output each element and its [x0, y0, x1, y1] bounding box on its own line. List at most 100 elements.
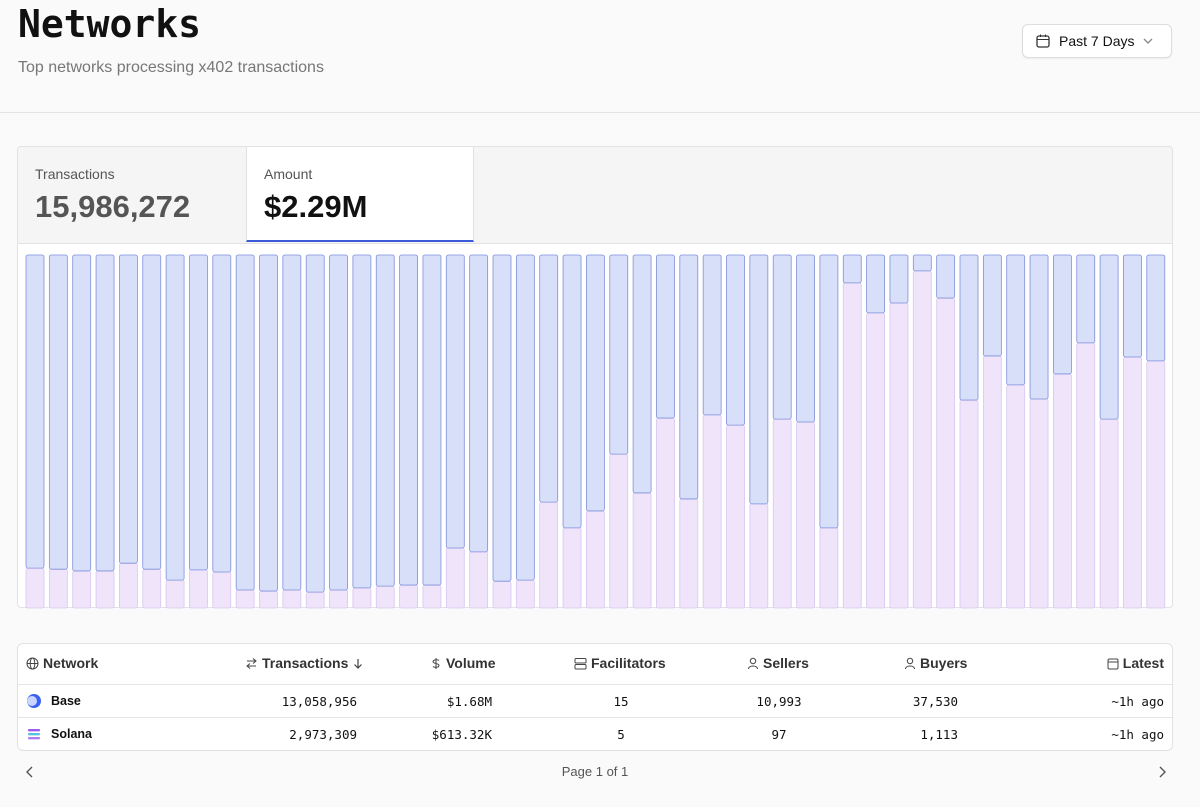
table-cell: ~1h ago	[1111, 694, 1164, 709]
bar-segment	[562, 254, 582, 529]
bar-segment	[1053, 254, 1072, 375]
bar-segment	[726, 424, 745, 609]
page-title: Networks	[18, 2, 202, 46]
bar-segment	[1146, 360, 1166, 609]
pagination: Page 1 of 1	[561, 764, 629, 779]
swap-icon	[246, 657, 257, 669]
bar-segment	[1146, 254, 1166, 362]
column-header[interactable]: Network	[26, 655, 98, 671]
bar-segment	[586, 254, 605, 512]
bar-segment	[72, 254, 92, 572]
bar-segment	[422, 254, 442, 586]
bar-segment	[656, 417, 675, 609]
tab-label: Transactions	[35, 166, 115, 182]
bar-segment	[679, 254, 699, 500]
bar-segment	[679, 498, 699, 609]
dollar-icon	[432, 657, 440, 669]
bar-segment	[959, 254, 979, 401]
tab[interactable]: Transactions 15,986,272	[18, 147, 246, 243]
header-label: Facilitators	[591, 655, 666, 671]
bar-segment	[1029, 254, 1049, 400]
bar-segment	[375, 585, 395, 609]
table-cell: 1,113	[920, 727, 958, 742]
bar-segment	[1123, 254, 1142, 358]
tab-active[interactable]: Amount $2.29M	[246, 147, 474, 242]
bar-segment	[866, 312, 885, 609]
bar-segment	[842, 282, 862, 609]
bar-segment	[702, 254, 722, 416]
next-page[interactable]	[1156, 765, 1168, 779]
bar-segment	[212, 254, 232, 573]
bar-segment	[95, 570, 115, 609]
bar-segment	[842, 254, 862, 284]
bar-segment	[305, 591, 325, 609]
bar-segment	[48, 568, 68, 609]
bar-segment	[48, 254, 68, 570]
tabs	[18, 147, 1172, 244]
bar-segment	[1076, 254, 1096, 344]
bar-segment	[539, 501, 559, 609]
column-header[interactable]: Latest	[1107, 655, 1164, 671]
bar-segment	[632, 492, 652, 609]
globe-icon	[26, 657, 39, 669]
date-range-label: Past 7 Days	[1059, 33, 1135, 49]
bar-segment	[235, 589, 255, 609]
bar-segment	[632, 254, 652, 494]
bar-segment	[609, 254, 629, 455]
user-icon	[905, 657, 915, 669]
bar-segment	[515, 579, 535, 609]
bar-segment	[889, 302, 909, 609]
bar-segment	[1006, 254, 1026, 386]
header-label: Transactions	[262, 655, 349, 671]
column-header[interactable]: Volume	[430, 655, 496, 671]
bar-segment	[399, 254, 419, 586]
table	[17, 643, 1173, 751]
bar-segment	[142, 568, 162, 609]
column-header[interactable]: Sellers	[747, 655, 809, 671]
bar-segment	[982, 355, 1002, 609]
bar-segment	[702, 414, 722, 609]
table-cell: Solana	[51, 727, 92, 741]
bar-segment	[1099, 254, 1119, 420]
bar-segment	[889, 254, 909, 304]
bar-segment	[212, 571, 232, 609]
bar-segment	[1123, 356, 1142, 609]
server-icon	[574, 657, 587, 669]
bar-segment	[1076, 342, 1096, 609]
prev-page[interactable]	[24, 765, 36, 779]
tab-value: 15,986,272	[35, 189, 191, 224]
table-cell: Base	[51, 694, 81, 708]
column-header[interactable]: Buyers	[904, 655, 967, 671]
bar-segment	[982, 254, 1002, 357]
table-cell: 5	[617, 727, 625, 742]
bar-segment	[819, 527, 839, 609]
row-divider	[18, 717, 1172, 718]
bar-segment	[235, 254, 255, 591]
bar-segment	[189, 569, 208, 609]
bar-segment	[445, 254, 465, 549]
bar-segment	[119, 254, 138, 564]
header-label: Latest	[1122, 655, 1164, 671]
bar-segment	[772, 418, 792, 609]
bar-segment	[819, 254, 839, 529]
table-cell: ~1h ago	[1111, 727, 1164, 742]
divider	[0, 112, 1200, 113]
bar-segment	[726, 254, 745, 426]
bar-segment	[399, 584, 419, 609]
bar-segment	[539, 254, 559, 503]
bar-segment	[609, 453, 629, 609]
date-range-button[interactable]: Past 7 Days	[1022, 24, 1172, 58]
bar-segment	[749, 503, 769, 609]
bar-segment	[796, 254, 815, 423]
row-divider	[18, 684, 1172, 685]
bar-segment	[772, 254, 792, 420]
column-header[interactable]: Transactions	[245, 655, 364, 671]
column-header[interactable]: Facilitators	[574, 655, 666, 671]
subtitle: Top networks processing x402 transaction…	[18, 59, 324, 76]
bar-segment	[1029, 398, 1049, 609]
table-cell: $613.32K	[431, 727, 492, 742]
user-icon	[748, 657, 758, 669]
calendar-icon	[1107, 658, 1119, 669]
table-cell: 2,973,309	[289, 727, 357, 742]
